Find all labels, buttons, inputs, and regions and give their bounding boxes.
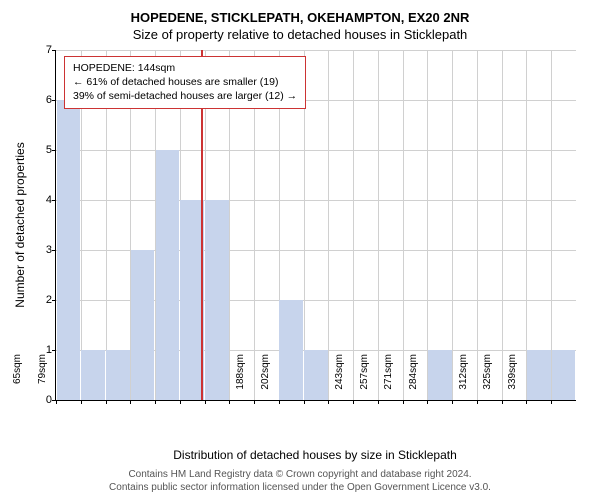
x-axis-label: Distribution of detached houses by size … — [55, 448, 575, 462]
y-tick-label: 5 — [34, 144, 52, 156]
x-tick-mark — [403, 400, 404, 404]
histogram-bar — [428, 350, 452, 400]
y-tick-mark — [52, 100, 56, 101]
y-tick-label: 3 — [34, 244, 52, 256]
x-tick-label: 65sqm — [12, 354, 23, 404]
footer-line-1: Contains HM Land Registry data © Crown c… — [0, 468, 600, 481]
x-tick-mark — [551, 400, 552, 404]
x-tick-mark — [328, 400, 329, 404]
histogram-bar — [131, 250, 155, 400]
chart-title-subtitle: Size of property relative to detached ho… — [0, 27, 600, 42]
x-tick-label: 188sqm — [235, 354, 246, 404]
x-tick-label: 325sqm — [482, 354, 493, 404]
x-tick-label: 271sqm — [383, 354, 394, 404]
x-tick-mark — [205, 400, 206, 404]
gridline-horizontal — [56, 200, 576, 201]
histogram-bar — [57, 100, 81, 400]
y-tick-label: 2 — [34, 294, 52, 306]
x-tick-mark — [180, 400, 181, 404]
x-tick-label: 339sqm — [507, 354, 518, 404]
histogram-bar — [156, 150, 180, 400]
y-tick-mark — [52, 200, 56, 201]
y-tick-mark — [52, 250, 56, 251]
x-tick-mark — [155, 400, 156, 404]
x-tick-label: 79sqm — [37, 354, 48, 404]
gridline-vertical — [477, 50, 478, 400]
gridline-horizontal — [56, 50, 576, 51]
callout-line: ← 61% of detached houses are smaller (19… — [73, 75, 297, 89]
callout-line: HOPEDENE: 144sqm — [73, 61, 297, 75]
histogram-bar — [81, 350, 105, 400]
histogram-bar — [205, 200, 229, 400]
x-tick-mark — [304, 400, 305, 404]
histogram-bar — [527, 350, 551, 400]
x-tick-mark — [254, 400, 255, 404]
x-tick-mark — [427, 400, 428, 404]
gridline-vertical — [378, 50, 379, 400]
histogram-bar — [304, 350, 328, 400]
x-tick-mark — [502, 400, 503, 404]
y-tick-label: 6 — [34, 94, 52, 106]
plot-region: 0123456765sqm79sqm92sqm106sqm120sqm134sq… — [55, 50, 576, 401]
x-tick-label: 257sqm — [359, 354, 370, 404]
x-tick-mark — [477, 400, 478, 404]
x-tick-label: 243sqm — [334, 354, 345, 404]
gridline-vertical — [502, 50, 503, 400]
x-tick-mark — [452, 400, 453, 404]
gridline-vertical — [551, 50, 552, 400]
x-tick-mark — [130, 400, 131, 404]
chart-plot-area: 0123456765sqm79sqm92sqm106sqm120sqm134sq… — [55, 50, 575, 400]
x-tick-mark — [526, 400, 527, 404]
x-tick-label: 284sqm — [408, 354, 419, 404]
x-tick-mark — [378, 400, 379, 404]
gridline-vertical — [353, 50, 354, 400]
x-tick-label: 312sqm — [458, 354, 469, 404]
x-tick-label: 202sqm — [260, 354, 271, 404]
histogram-bar — [552, 350, 576, 400]
callout-line: 39% of semi-detached houses are larger (… — [73, 89, 297, 103]
footer-attribution: Contains HM Land Registry data © Crown c… — [0, 468, 600, 494]
chart-container: HOPEDENE, STICKLEPATH, OKEHAMPTON, EX20 … — [0, 0, 600, 500]
y-tick-mark — [52, 50, 56, 51]
chart-title-address: HOPEDENE, STICKLEPATH, OKEHAMPTON, EX20 … — [0, 0, 600, 25]
y-tick-mark — [52, 300, 56, 301]
histogram-bar — [106, 350, 130, 400]
x-tick-mark — [279, 400, 280, 404]
property-callout: HOPEDENE: 144sqm← 61% of detached houses… — [64, 56, 306, 109]
y-tick-label: 4 — [34, 194, 52, 206]
histogram-bar — [279, 300, 303, 400]
gridline-vertical — [403, 50, 404, 400]
gridline-horizontal — [56, 150, 576, 151]
x-tick-mark — [353, 400, 354, 404]
x-tick-mark — [81, 400, 82, 404]
x-tick-mark — [106, 400, 107, 404]
gridline-vertical — [328, 50, 329, 400]
y-axis-label: Number of detached properties — [13, 142, 27, 307]
gridline-vertical — [452, 50, 453, 400]
footer-line-2: Contains public sector information licen… — [0, 481, 600, 494]
gridline-vertical — [427, 50, 428, 400]
x-tick-mark — [229, 400, 230, 404]
x-tick-mark — [56, 400, 57, 404]
gridline-vertical — [526, 50, 527, 400]
y-tick-mark — [52, 150, 56, 151]
y-tick-mark — [52, 350, 56, 351]
y-tick-label: 7 — [34, 44, 52, 56]
